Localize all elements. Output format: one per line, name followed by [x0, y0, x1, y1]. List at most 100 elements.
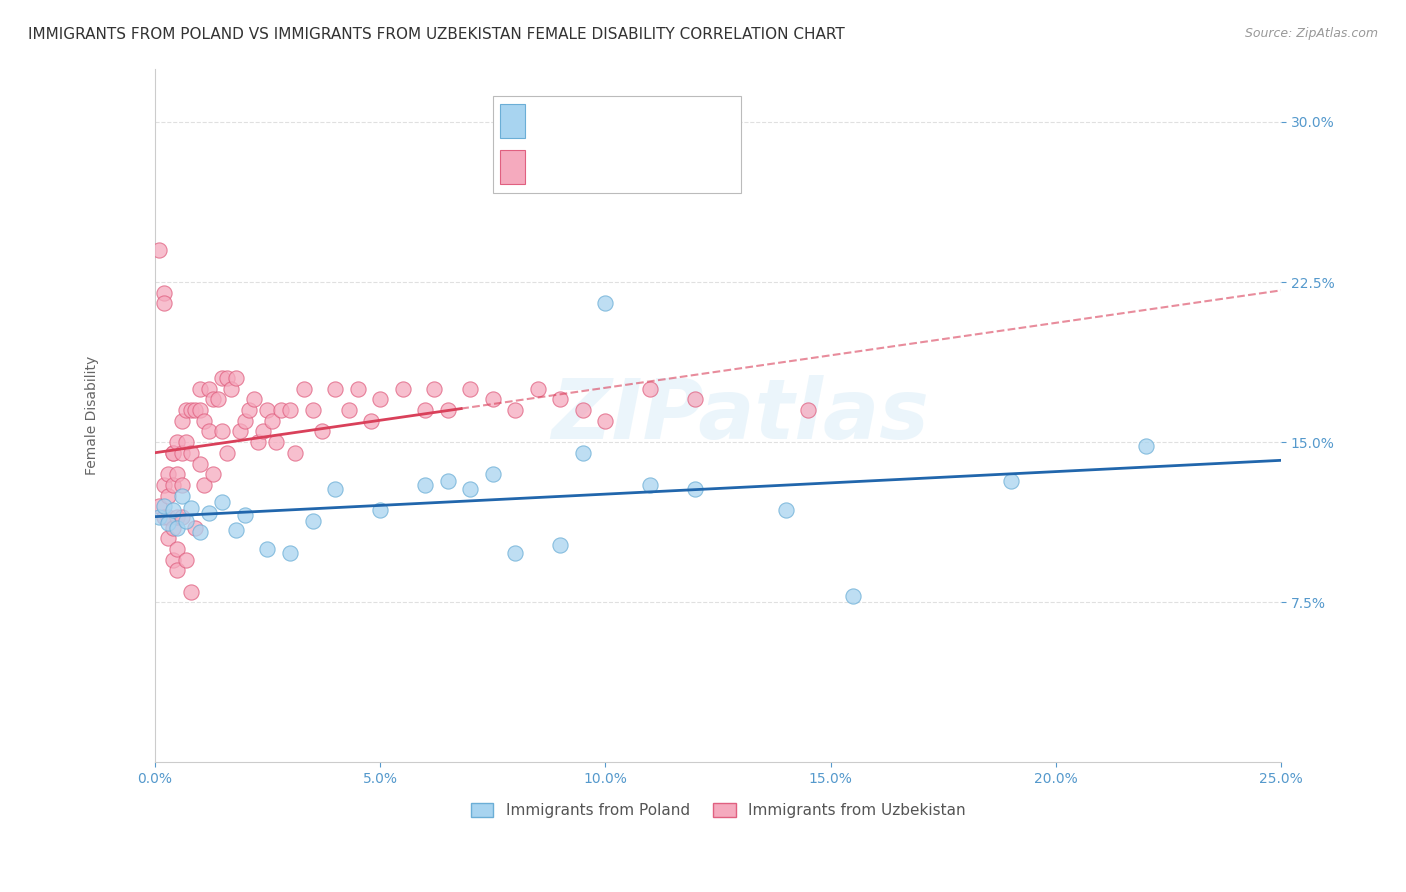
Point	[260, 414, 283, 428]
Point	[153, 296, 176, 310]
Point	[368, 392, 391, 407]
Point	[458, 482, 481, 496]
Point	[775, 503, 797, 517]
Point	[162, 478, 184, 492]
Point	[148, 243, 170, 257]
Point	[550, 392, 572, 407]
Point	[842, 589, 865, 603]
Point	[162, 446, 184, 460]
Point	[225, 523, 247, 537]
Point	[153, 285, 176, 300]
Point	[423, 382, 446, 396]
Point	[193, 414, 215, 428]
Point	[233, 414, 256, 428]
Point	[413, 403, 436, 417]
Point	[360, 414, 382, 428]
Y-axis label: Female Disability: Female Disability	[86, 356, 100, 475]
Point	[170, 489, 193, 503]
Point	[157, 489, 180, 503]
Point	[166, 467, 188, 482]
Point	[436, 403, 458, 417]
Point	[225, 371, 247, 385]
Point	[215, 446, 238, 460]
Point	[162, 446, 184, 460]
Point	[685, 482, 707, 496]
Legend: Immigrants from Poland, Immigrants from Uzbekistan: Immigrants from Poland, Immigrants from …	[464, 797, 972, 824]
Point	[252, 425, 274, 439]
Point	[301, 403, 323, 417]
Point	[391, 382, 413, 396]
Point	[211, 495, 233, 509]
Point	[233, 508, 256, 522]
Point	[436, 474, 458, 488]
Point	[207, 392, 229, 407]
Point	[458, 382, 481, 396]
Point	[162, 520, 184, 534]
Point	[166, 563, 188, 577]
Point	[229, 425, 252, 439]
Point	[188, 524, 211, 539]
Point	[193, 478, 215, 492]
Point	[170, 509, 193, 524]
Point	[170, 446, 193, 460]
Point	[640, 382, 662, 396]
Point	[166, 509, 188, 524]
Point	[221, 382, 243, 396]
Point	[256, 541, 278, 556]
Point	[283, 446, 305, 460]
Point	[685, 392, 707, 407]
Point	[550, 538, 572, 552]
Point	[176, 403, 198, 417]
Point	[157, 516, 180, 531]
Point	[176, 435, 198, 450]
Point	[162, 552, 184, 566]
Point	[148, 500, 170, 514]
Point	[176, 514, 198, 528]
Point	[176, 552, 198, 566]
Point	[166, 435, 188, 450]
Point	[572, 403, 595, 417]
Point	[202, 392, 225, 407]
Point	[323, 382, 346, 396]
Point	[215, 371, 238, 385]
Point	[413, 478, 436, 492]
Point	[198, 425, 221, 439]
Point	[157, 467, 180, 482]
Point	[153, 478, 176, 492]
Point	[346, 382, 368, 396]
Point	[595, 296, 617, 310]
Point	[1135, 439, 1157, 453]
Point	[188, 403, 211, 417]
Point	[184, 403, 207, 417]
Point	[162, 503, 184, 517]
Point	[595, 414, 617, 428]
Text: ZIPatlas: ZIPatlas	[551, 375, 929, 456]
Point	[278, 546, 301, 560]
Point	[202, 467, 225, 482]
Point	[311, 425, 333, 439]
Point	[301, 514, 323, 528]
Point	[180, 446, 202, 460]
Point	[153, 500, 176, 514]
Point	[323, 482, 346, 496]
Point	[153, 509, 176, 524]
Point	[278, 403, 301, 417]
Point	[166, 541, 188, 556]
Text: IMMIGRANTS FROM POLAND VS IMMIGRANTS FROM UZBEKISTAN FEMALE DISABILITY CORRELATI: IMMIGRANTS FROM POLAND VS IMMIGRANTS FRO…	[28, 27, 845, 42]
Point	[211, 425, 233, 439]
Point	[572, 446, 595, 460]
Point	[180, 403, 202, 417]
Text: Source: ZipAtlas.com: Source: ZipAtlas.com	[1244, 27, 1378, 40]
Point	[157, 509, 180, 524]
Point	[797, 403, 820, 417]
Point	[211, 371, 233, 385]
Point	[481, 467, 503, 482]
Point	[270, 403, 292, 417]
Point	[481, 392, 503, 407]
Point	[184, 520, 207, 534]
Point	[188, 457, 211, 471]
Point	[180, 501, 202, 516]
Point	[337, 403, 360, 417]
Point	[256, 403, 278, 417]
Point	[503, 546, 526, 560]
